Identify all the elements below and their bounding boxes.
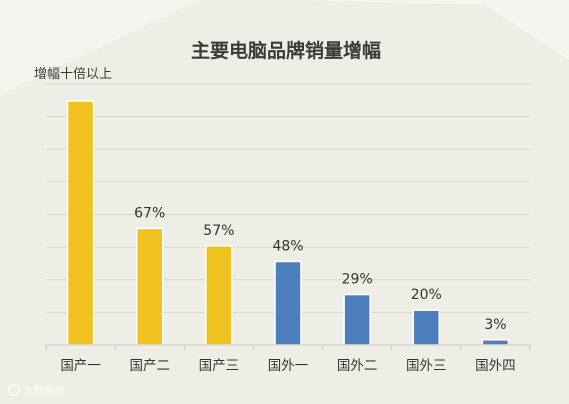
bar	[135, 227, 164, 346]
x-tick-label: 国外一	[268, 358, 309, 374]
x-tick-label: 国产三	[199, 358, 240, 374]
bar-value-label: 20%	[411, 287, 442, 303]
x-tick-label: 国外二	[337, 358, 378, 374]
bar	[66, 100, 95, 346]
x-tick-label: 国外四	[475, 358, 516, 374]
background-shape-left	[0, 0, 200, 95]
chart-annotation: 增幅十倍以上	[34, 67, 112, 82]
bar	[343, 293, 371, 346]
bars-group	[66, 100, 510, 346]
bar	[205, 245, 233, 346]
bar-value-label: 3%	[484, 317, 506, 333]
value-labels-group: 67% 57% 48% 29% 20% 3%	[134, 205, 506, 332]
x-tick-label: 国产二	[129, 358, 170, 374]
watermark: 大数据观	[8, 384, 64, 397]
x-tick-label: 国产一	[60, 358, 101, 374]
bar-value-label: 29%	[342, 272, 373, 288]
bar	[481, 339, 510, 346]
x-tick-label: 国外三	[406, 358, 447, 374]
watermark-text: 大数据观	[24, 384, 64, 397]
bar-value-label: 67%	[134, 205, 165, 221]
bar-value-label: 57%	[203, 223, 234, 239]
bar-value-label: 48%	[272, 238, 303, 254]
watermark-logo-icon	[8, 384, 20, 396]
background-shape-right	[300, 0, 569, 60]
chart-title: 主要电脑品牌销量增幅	[191, 39, 381, 62]
bar	[274, 260, 302, 346]
x-ticks-group: 国产一 国产二 国产三 国外一 国外二 国外三 国外四	[45, 345, 531, 374]
bar	[412, 309, 441, 346]
